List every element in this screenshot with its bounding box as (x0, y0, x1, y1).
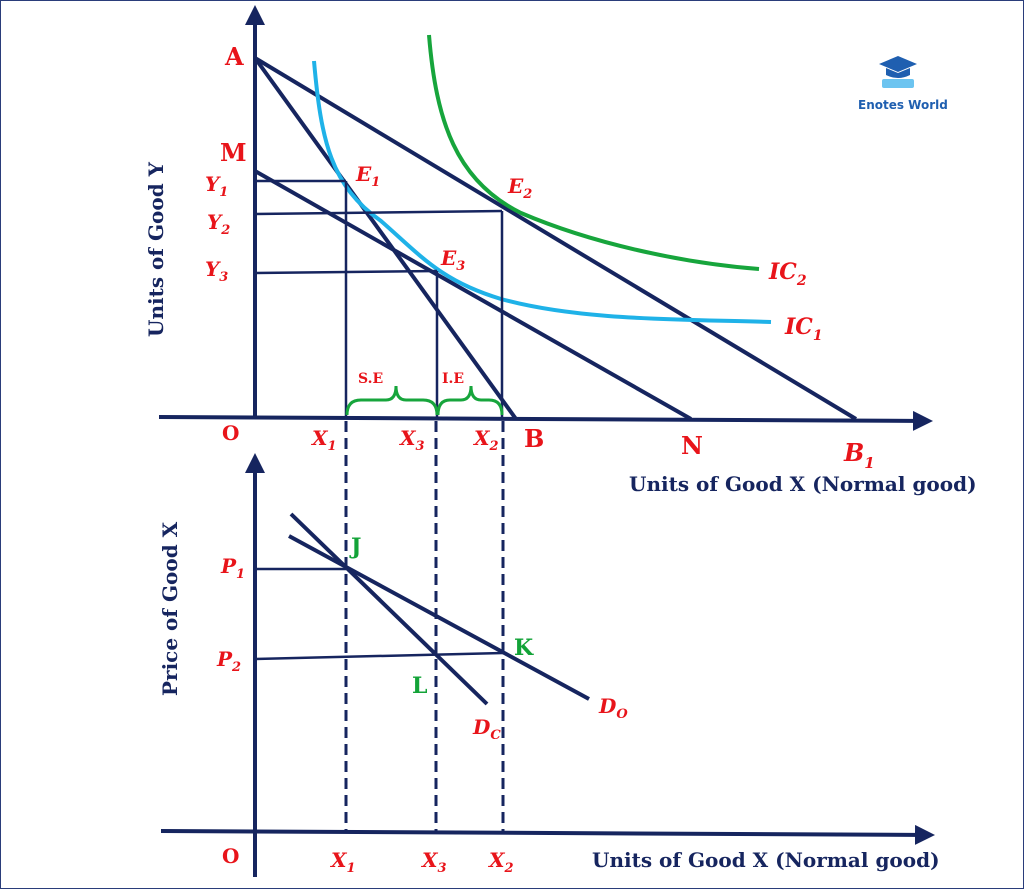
tick-x3-bottom: X3 (420, 848, 447, 876)
curve-label-dc: DC (472, 715, 501, 743)
indifference-curve-ic2 (427, 34, 760, 271)
top-x-axis (158, 410, 933, 431)
point-b-label: B (524, 424, 544, 453)
bottom-x-axis-label: Units of Good X (Normal good) (592, 848, 940, 872)
budget-line-MN (254, 169, 692, 421)
tick-y1: Y1 (205, 172, 228, 200)
tick-x1-bottom: X1 (329, 848, 356, 876)
indifference-curve-ic1 (312, 60, 772, 324)
bottom-origin-label: O (222, 844, 239, 868)
point-k-label: K (514, 635, 534, 661)
brace-income-effect (436, 385, 504, 416)
budget-line-AB (253, 56, 518, 421)
tick-x3-top: X3 (398, 426, 425, 454)
substitution-effect-label: S.E (358, 371, 383, 387)
tick-x2-top: X2 (472, 426, 499, 454)
equilibrium-e2: E2 (507, 174, 532, 202)
guide-y2 (254, 209, 503, 216)
tick-x2-bottom: X2 (487, 848, 514, 876)
point-a-label: A (224, 42, 244, 71)
brace-substitution-effect (345, 385, 439, 416)
point-n-label: N (681, 431, 703, 460)
top-y-axis-label: Units of Good Y (144, 161, 168, 337)
graduation-cap-icon (879, 56, 917, 78)
tick-y3: Y3 (205, 257, 228, 285)
point-j-label: J (349, 534, 361, 560)
bottom-x-axis (160, 824, 935, 845)
top-origin-label: O (222, 421, 239, 445)
tick-p2: P2 (216, 647, 241, 675)
equilibrium-e1: E1 (355, 162, 380, 190)
curve-label-ic1: IC1 (784, 314, 823, 344)
point-b1-label: B1 (843, 438, 875, 472)
demand-curve-dc (289, 512, 489, 706)
curve-label-ic2: IC2 (768, 259, 807, 289)
curve-label-do: DO (598, 694, 628, 722)
demand-curve-do (288, 534, 590, 701)
logo-text: Enotes World (858, 98, 948, 112)
budget-line-AB1 (253, 56, 858, 421)
point-l-label: L (412, 673, 427, 699)
top-x-axis-label: Units of Good X (Normal good) (629, 472, 977, 496)
book-icon (882, 79, 914, 88)
tick-p1: P1 (220, 554, 245, 582)
logo: Enotes World (858, 56, 948, 112)
income-effect-label: I.E (442, 371, 464, 387)
bottom-y-axis-label: Price of Good X (158, 521, 182, 696)
equilibrium-e3: E3 (440, 246, 465, 274)
tick-y2: Y2 (207, 210, 230, 238)
guide-p2 (254, 651, 504, 661)
point-m-label: M (220, 138, 247, 167)
tick-x1-top: X1 (310, 426, 337, 454)
